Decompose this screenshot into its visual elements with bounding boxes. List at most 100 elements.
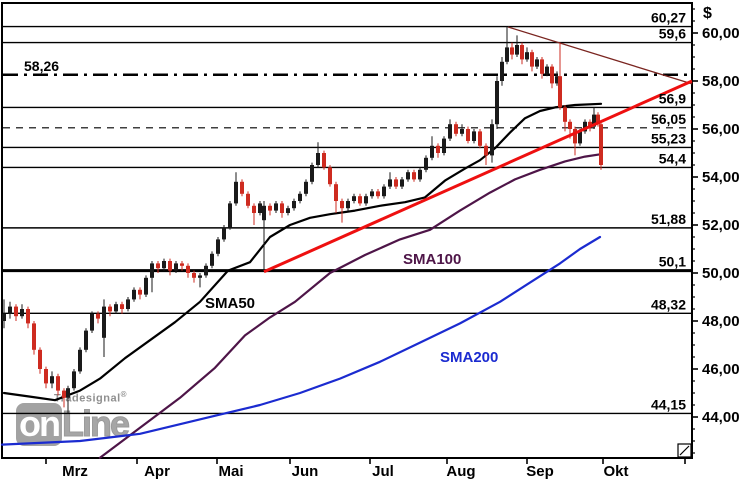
level-label: 48,32 xyxy=(651,296,686,312)
candle-body xyxy=(38,349,42,369)
series-label-sma100: SMA100 xyxy=(403,251,461,268)
candle-body xyxy=(14,306,18,317)
level-label: 56,05 xyxy=(651,111,686,127)
month-label-aug: Aug xyxy=(446,463,475,480)
candle-body xyxy=(240,181,244,194)
candle-body xyxy=(26,309,30,324)
candle-body xyxy=(246,193,250,206)
x-axis: Mrz Apr Mai Jun Jul Aug Sep Okt xyxy=(45,459,686,480)
candle-body xyxy=(370,191,374,197)
candle-body xyxy=(352,196,356,201)
series-label-sma200: SMA200 xyxy=(440,349,498,366)
candle-body xyxy=(316,153,320,165)
y-tick-label: 60,00 xyxy=(702,25,740,42)
candle-body xyxy=(144,277,148,295)
sma-line-sma100 xyxy=(98,153,603,459)
candle-body xyxy=(510,47,514,55)
candle-body xyxy=(292,201,296,209)
candle-body xyxy=(436,145,440,153)
y-tick-label: 50,00 xyxy=(702,265,740,282)
candle-body xyxy=(274,203,278,211)
candle-body xyxy=(322,153,326,168)
candle-body xyxy=(535,59,539,67)
candle-body xyxy=(334,184,338,201)
candle-body xyxy=(56,376,60,391)
candle-body xyxy=(186,265,190,273)
month-label-okt: Okt xyxy=(603,463,628,480)
candle-body xyxy=(268,205,272,211)
candle-body xyxy=(484,145,488,156)
level-label: 51,88 xyxy=(651,211,686,227)
candle-body xyxy=(204,265,208,276)
candle-body xyxy=(530,52,534,67)
watermark-brand: Tradesignal® xyxy=(54,390,128,405)
candle-body xyxy=(192,273,196,278)
level-label: 58,26 xyxy=(24,58,59,74)
candle-body xyxy=(222,227,226,240)
candle-body xyxy=(304,181,308,194)
candle-body xyxy=(472,131,476,141)
level-label: 54,4 xyxy=(659,150,686,166)
watermark-logo: onLine xyxy=(16,402,131,446)
month-label-jul: Jul xyxy=(372,463,394,480)
candle-body xyxy=(442,138,446,153)
candle-body xyxy=(454,124,458,134)
candles xyxy=(2,26,603,414)
candle-body xyxy=(32,323,36,350)
candle-body xyxy=(394,179,398,187)
candle-body xyxy=(540,59,544,74)
y-tick-label: 44,00 xyxy=(702,409,740,426)
candle-body xyxy=(126,299,130,309)
candle-body xyxy=(156,263,160,269)
resize-handle[interactable] xyxy=(677,443,692,458)
candle-body xyxy=(400,179,404,187)
candle-body xyxy=(466,129,470,141)
y-tick-label: 54,00 xyxy=(702,169,740,186)
candle-body xyxy=(430,145,434,158)
candle-body xyxy=(216,239,220,254)
month-label-jun: Jun xyxy=(292,463,319,480)
y-tick-label: 58,00 xyxy=(702,73,740,90)
candle-body xyxy=(234,181,238,204)
candle-body xyxy=(460,129,464,134)
price-level-lines xyxy=(3,25,691,415)
candle-body xyxy=(555,76,559,84)
candle-body xyxy=(505,47,509,62)
candle-body xyxy=(545,66,549,74)
candle-body xyxy=(286,208,290,213)
candle-body xyxy=(568,121,572,129)
month-label-sep: Sep xyxy=(526,463,554,480)
series-label-sma50: SMA50 xyxy=(205,295,255,312)
candle-body xyxy=(90,313,94,331)
registered-mark: ® xyxy=(120,390,128,399)
candle-body xyxy=(280,203,284,213)
candle-body xyxy=(424,157,428,170)
candle-body xyxy=(2,313,6,321)
candle-body xyxy=(376,191,380,197)
candle-body xyxy=(114,304,118,312)
candle-body xyxy=(478,131,482,146)
descending-trendline xyxy=(507,26,693,85)
candle-body xyxy=(96,313,100,319)
candle-body xyxy=(418,169,422,180)
candle-body xyxy=(120,304,124,309)
month-label-mrz: Mrz xyxy=(62,463,88,480)
candle-body xyxy=(340,201,344,209)
level-label: 59,6 xyxy=(659,26,686,42)
candle-body xyxy=(558,76,562,108)
candle-body xyxy=(448,124,452,139)
candle-body xyxy=(490,124,494,156)
level-label: 56,9 xyxy=(659,90,686,106)
candle-body xyxy=(108,306,112,312)
plot-border xyxy=(1,2,693,459)
candle-body xyxy=(596,114,600,125)
candle-body xyxy=(180,263,184,266)
candle-body xyxy=(515,45,519,55)
candle-body xyxy=(78,349,82,372)
candle-body xyxy=(228,203,232,228)
candle-body xyxy=(382,186,386,197)
candle-body xyxy=(573,129,577,144)
tradesignal-watermark: Tradesignal® onLine xyxy=(16,390,131,446)
